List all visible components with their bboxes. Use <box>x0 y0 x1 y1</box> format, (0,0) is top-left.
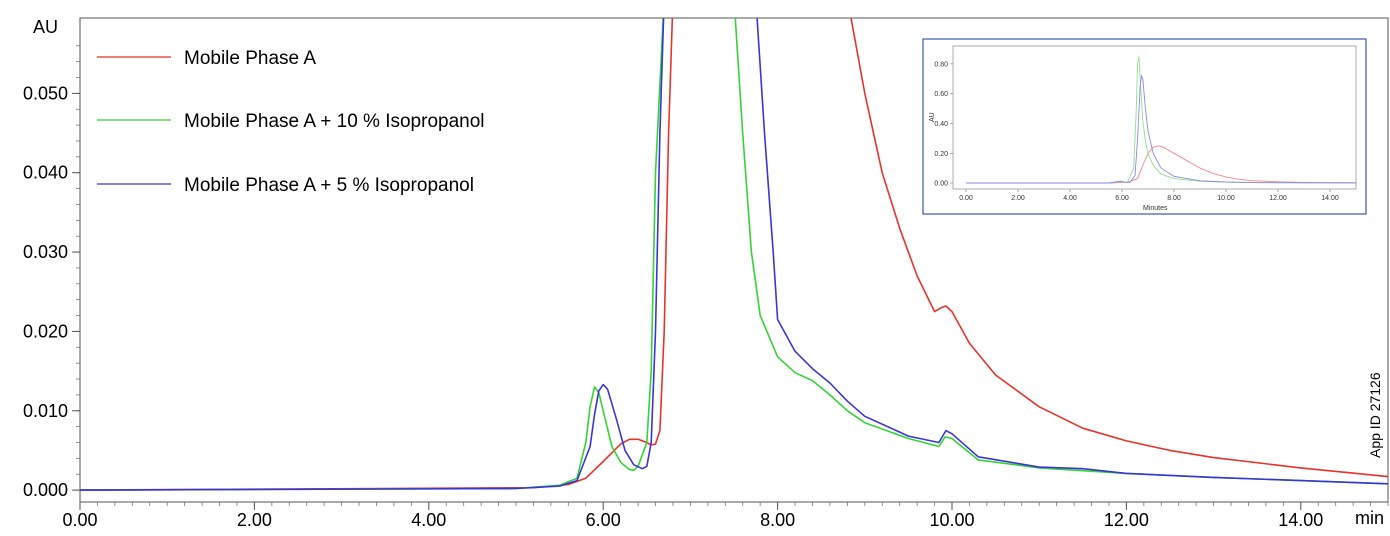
inset-series-line-2 <box>966 74 1357 184</box>
inset-x-tick-label: 8.00 <box>1167 195 1181 202</box>
series-line-1 <box>80 18 1389 491</box>
y-tick-label: 0.030 <box>23 242 68 262</box>
x-tick-label: 10.00 <box>929 510 974 530</box>
app-id-annotation: App ID 27126 <box>1367 372 1383 458</box>
x-tick-label: 12.00 <box>1104 510 1149 530</box>
y-tick-label: 0.010 <box>23 401 68 421</box>
x-tick-label: 6.00 <box>586 510 621 530</box>
inset-y-tick-label: 0.40 <box>934 121 948 128</box>
inset-y-tick-label: 0.60 <box>934 91 948 98</box>
y-tick-label: 0.050 <box>23 83 68 103</box>
series-lines <box>80 18 1389 491</box>
y-tick-label: 0.040 <box>23 163 68 183</box>
inset-y-tick-label: 0.20 <box>934 151 948 158</box>
x-tick-label: 2.00 <box>237 510 272 530</box>
inset-y-axis-label: AU <box>929 112 936 122</box>
x-tick-label: 14.00 <box>1278 510 1323 530</box>
y-tick-label: 0.020 <box>23 321 68 341</box>
inset-series-lines <box>966 56 1357 184</box>
y-tick-label: 0.000 <box>23 480 68 500</box>
series-line-2 <box>80 18 1389 491</box>
x-axis-label: min <box>1355 508 1384 528</box>
legend-label-10-percent-isopropanol: Mobile Phase A + 10 % Isopropanol <box>184 111 485 132</box>
legend: Mobile Phase A Mobile Phase A + 10 % Iso… <box>97 48 485 196</box>
plot-frame <box>79 17 1389 503</box>
x-tick-label: 4.00 <box>411 510 446 530</box>
inset-y-tick-label: 0.80 <box>934 61 948 68</box>
inset-plot-area <box>952 45 1357 190</box>
inset-x-tick-label: 12.00 <box>1269 195 1287 202</box>
inset-x-tick-label: 14.00 <box>1321 195 1339 202</box>
inset-x-tick-label: 0.00 <box>959 195 973 202</box>
inset-x-tick-label: 2.00 <box>1011 195 1025 202</box>
legend-label-5-percent-isopropanol: Mobile Phase A + 5 % Isopropanol <box>184 175 474 196</box>
inset-x-tick-label: 6.00 <box>1115 195 1129 202</box>
inset-x-axis-label: Minutes <box>1143 205 1168 212</box>
inset-axis-ticks: 0.00 0.20 0.40 0.60 0.80 0.00 2.00 4.00 6.00 8.00… <box>934 61 1338 202</box>
legend-label-mobile-phase-a: Mobile Phase A <box>184 48 316 69</box>
inset-x-tick-label: 10.00 <box>1217 195 1235 202</box>
x-tick-label: 8.00 <box>760 510 795 530</box>
inset-chart: 0.00 0.20 0.40 0.60 0.80 0.00 2.00 4.00 6.00 8.00… <box>922 38 1367 215</box>
inset-y-tick-label: 0.00 <box>934 181 948 188</box>
inset-x-tick-label: 4.00 <box>1063 195 1077 202</box>
y-axis-label: AU <box>33 17 58 37</box>
inset-series-line-0 <box>966 145 1357 184</box>
y-axis-ticks: 0.000 0.010 0.020 0.030 0.040 0.050 <box>23 83 80 500</box>
x-axis-ticks: 0.00 2.00 4.00 6.00 8.00 10.00 12.00 14.00 <box>62 502 1323 530</box>
x-tick-label: 0.00 <box>62 510 97 530</box>
inset-series-line-1 <box>966 56 1357 184</box>
